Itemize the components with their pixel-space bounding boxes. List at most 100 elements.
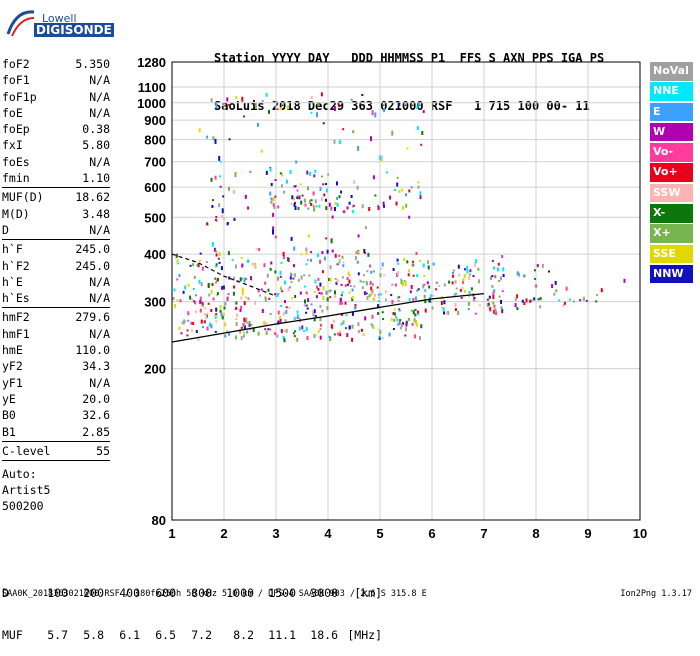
y-tick-label: 700: [144, 155, 166, 170]
echo-point: [277, 205, 280, 209]
echo-point: [263, 320, 266, 325]
echo-point: [205, 315, 208, 320]
echo-point: [280, 305, 283, 307]
x-tick-label: 3: [272, 526, 279, 541]
echo-point: [309, 199, 311, 204]
echo-point: [261, 309, 264, 313]
echo-point: [249, 170, 252, 173]
echo-point: [397, 322, 400, 326]
echo-point: [371, 288, 374, 293]
echo-point: [303, 274, 306, 277]
echo-point: [410, 186, 413, 189]
echo-point: [370, 270, 373, 274]
echo-point: [418, 336, 421, 340]
echo-point: [313, 309, 316, 314]
echo-point: [383, 204, 385, 208]
echo-point: [354, 305, 357, 310]
echo-point: [355, 251, 358, 255]
echo-point: [397, 295, 400, 299]
echo-point: [328, 202, 331, 207]
echo-point: [372, 175, 375, 180]
echo-point: [396, 182, 399, 187]
echo-point: [298, 326, 301, 331]
echo-point: [211, 241, 214, 247]
echo-point: [579, 299, 582, 302]
echo-point: [405, 322, 408, 327]
echo-point: [364, 316, 367, 321]
echo-point: [388, 332, 391, 337]
echo-point: [310, 203, 313, 206]
echo-point: [297, 278, 300, 282]
echo-point: [314, 199, 317, 204]
echo-point: [371, 282, 374, 286]
echo-point: [190, 321, 193, 325]
param-label: foF2: [2, 57, 30, 71]
param-label: B1: [2, 424, 16, 439]
y-tick-label: 800: [144, 133, 166, 148]
echo-point: [226, 97, 229, 102]
echo-point: [226, 330, 228, 333]
echo-point: [369, 264, 372, 268]
echo-point: [426, 281, 429, 285]
param-row: h`E N/A: [2, 274, 110, 290]
echo-point: [396, 258, 399, 262]
echo-point: [293, 264, 295, 268]
echo-point: [402, 282, 404, 287]
echo-point: [206, 222, 209, 226]
echo-point: [448, 280, 451, 284]
echo-point: [293, 317, 296, 320]
autoscaling-info: Auto:: [2, 467, 37, 482]
echo-point: [282, 251, 285, 256]
echo-point: [194, 301, 197, 305]
echo-point: [518, 272, 521, 277]
echo-point: [305, 291, 308, 295]
param-row: B0 32.6: [2, 407, 110, 423]
echo-point: [220, 266, 223, 271]
echo-point: [334, 295, 337, 299]
y-tick-label: 300: [144, 295, 166, 310]
echo-point: [408, 215, 411, 219]
echo-point: [243, 279, 246, 283]
echo-point: [325, 290, 328, 295]
echo-point: [175, 253, 178, 258]
echo-point: [306, 336, 309, 340]
echo-point: [294, 275, 296, 278]
param-label: foEp: [2, 122, 30, 137]
echo-point: [299, 291, 302, 295]
echo-point: [210, 177, 213, 182]
echo-point: [219, 160, 222, 163]
echo-point: [429, 300, 432, 303]
param-row: fmin 1.10: [2, 170, 110, 186]
echo-point: [371, 110, 374, 116]
echo-point: [421, 131, 424, 135]
echo-point: [427, 260, 430, 265]
echo-point: [401, 323, 403, 327]
echo-point: [301, 194, 304, 197]
echo-point: [370, 323, 373, 326]
echo-point: [393, 312, 396, 316]
echo-point: [265, 170, 268, 175]
echo-point: [290, 202, 293, 205]
echo-point: [330, 324, 333, 329]
echo-point: [430, 294, 433, 298]
echo-point: [274, 195, 277, 198]
echo-point: [313, 174, 316, 178]
echo-point: [279, 172, 282, 175]
divider: [2, 460, 110, 462]
echo-point: [323, 256, 326, 261]
echo-point: [339, 297, 342, 302]
echo-point: [220, 312, 223, 317]
echo-point: [473, 262, 476, 267]
echo-point: [377, 300, 380, 303]
echo-point: [333, 333, 336, 336]
echo-point: [295, 160, 298, 164]
legend-entry: SSE: [650, 244, 693, 264]
echo-point: [344, 284, 347, 288]
echo-point: [281, 290, 284, 293]
echo-point: [212, 136, 215, 141]
echo-point: [319, 282, 322, 287]
echo-point: [351, 288, 354, 292]
param-row: h`Es N/A: [2, 290, 110, 306]
echo-point: [384, 290, 387, 294]
param-row: foEp 0.38: [2, 121, 110, 137]
